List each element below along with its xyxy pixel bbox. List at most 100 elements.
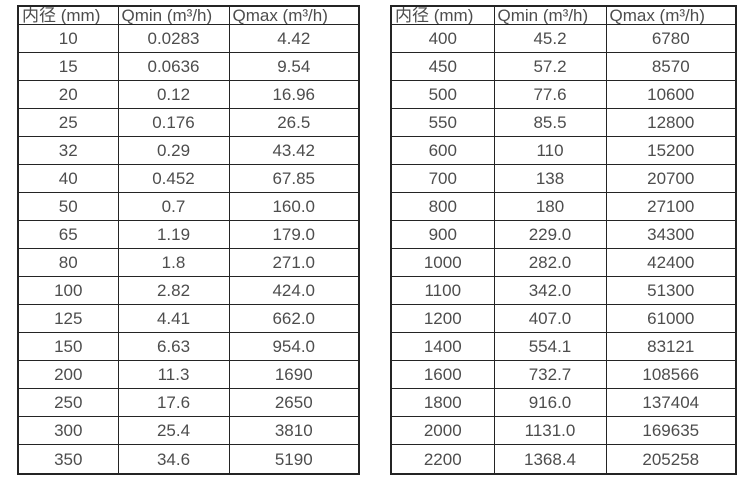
table-cell: 1690 — [228, 360, 360, 390]
table-row: 10 0.0283 4.42 — [17, 23, 360, 54]
table-cell: 205258 — [605, 444, 737, 475]
table-cell: 160.0 — [228, 192, 360, 222]
table-cell: 0.176 — [117, 108, 230, 138]
table-cell: 138 — [493, 164, 607, 194]
table-cell: 916.0 — [493, 388, 607, 418]
table-row: 1600 732.7 108566 — [390, 360, 737, 390]
table-cell: 250 — [17, 388, 119, 418]
table-cell: 15200 — [605, 136, 737, 166]
table-cell: 662.0 — [228, 304, 360, 334]
table-row: 250 17.6 2650 — [17, 388, 360, 418]
table-row: 600 110 15200 — [390, 136, 737, 166]
table-cell: 900 — [390, 220, 495, 250]
table-cell: 3810 — [228, 416, 360, 446]
table-row: 1100 342.0 51300 — [390, 276, 737, 306]
table-cell: 20700 — [605, 164, 737, 194]
table-cell: 180 — [493, 192, 607, 222]
table-cell: 2200 — [390, 444, 495, 475]
table-row: 40 0.452 67.85 — [17, 164, 360, 194]
table-cell: 42400 — [605, 248, 737, 278]
table-cell: 100 — [17, 276, 119, 306]
table-cell: 77.6 — [493, 80, 607, 110]
table-row: 25 0.176 26.5 — [17, 108, 360, 138]
table-cell: 169635 — [605, 416, 737, 446]
column-header: 内径 (mm) — [390, 5, 495, 25]
table-cell: 0.12 — [117, 80, 230, 110]
column-header: 内径 (mm) — [17, 5, 119, 25]
table-row: 450 57.2 8570 — [390, 52, 737, 82]
table-cell: 0.452 — [117, 164, 230, 194]
table-cell: 15 — [17, 52, 119, 82]
table-cell: 1600 — [390, 360, 495, 390]
table-cell: 80 — [17, 248, 119, 278]
table-cell: 11.3 — [117, 360, 230, 390]
table-row: 65 1.19 179.0 — [17, 220, 360, 250]
table-cell: 350 — [17, 444, 119, 475]
table-cell: 25.4 — [117, 416, 230, 446]
header-row: 内径 (mm) Qmin (m³/h) Qmax (m³/h) — [17, 5, 360, 25]
table-cell: 407.0 — [493, 304, 607, 334]
table-cell: 271.0 — [228, 248, 360, 278]
table-cell: 125 — [17, 304, 119, 334]
tables-row: 内径 (mm) Qmin (m³/h) Qmax (m³/h) 10 0.0283 4.4… — [17, 5, 737, 475]
table-cell: 12800 — [605, 108, 737, 138]
table-row: 50 0.7 160.0 — [17, 192, 360, 222]
table-cell: 229.0 — [493, 220, 607, 250]
table-cell: 9.54 — [228, 52, 360, 82]
table-row: 125 4.41 662.0 — [17, 304, 360, 334]
table-cell: 67.85 — [228, 164, 360, 194]
table-cell: 732.7 — [493, 360, 607, 390]
table-cell: 424.0 — [228, 276, 360, 306]
table-cell: 1.19 — [117, 220, 230, 250]
table-cell: 4.41 — [117, 304, 230, 334]
table-cell: 1.8 — [117, 248, 230, 278]
table-cell: 1368.4 — [493, 444, 607, 475]
table-cell: 27100 — [605, 192, 737, 222]
table-cell: 45.2 — [493, 23, 607, 54]
table-cell: 50 — [17, 192, 119, 222]
table-cell: 0.0636 — [117, 52, 230, 82]
table-cell: 500 — [390, 80, 495, 110]
flow-rate-table-right: 内径 (mm) Qmin (m³/h) Qmax (m³/h) 400 45.2 6780… — [390, 5, 737, 475]
table-cell: 6.63 — [117, 332, 230, 362]
table-row: 1800 916.0 137404 — [390, 388, 737, 418]
flow-rate-table-left: 内径 (mm) Qmin (m³/h) Qmax (m³/h) 10 0.0283 4.4… — [17, 5, 360, 475]
column-header: Qmin (m³/h) — [117, 5, 230, 25]
table-cell: 57.2 — [493, 52, 607, 82]
table-cell: 20 — [17, 80, 119, 110]
table-row: 350 34.6 5190 — [17, 444, 360, 475]
table-cell: 61000 — [605, 304, 737, 334]
table-cell: 26.5 — [228, 108, 360, 138]
table-cell: 0.7 — [117, 192, 230, 222]
table-cell: 5190 — [228, 444, 360, 475]
table-row: 550 85.5 12800 — [390, 108, 737, 138]
table-cell: 16.96 — [228, 80, 360, 110]
table-cell: 2.82 — [117, 276, 230, 306]
table-cell: 65 — [17, 220, 119, 250]
table-cell: 108566 — [605, 360, 737, 390]
table-cell: 17.6 — [117, 388, 230, 418]
table-row: 80 1.8 271.0 — [17, 248, 360, 278]
table-row: 1400 554.1 83121 — [390, 332, 737, 362]
table-cell: 4.42 — [228, 23, 360, 54]
table-cell: 554.1 — [493, 332, 607, 362]
table-cell: 83121 — [605, 332, 737, 362]
table-cell: 51300 — [605, 276, 737, 306]
table-cell: 1131.0 — [493, 416, 607, 446]
table-row: 150 6.63 954.0 — [17, 332, 360, 362]
table-cell: 282.0 — [493, 248, 607, 278]
table-row: 500 77.6 10600 — [390, 80, 737, 110]
table-cell: 700 — [390, 164, 495, 194]
table-cell: 954.0 — [228, 332, 360, 362]
table-row: 300 25.4 3810 — [17, 416, 360, 446]
table-cell: 34.6 — [117, 444, 230, 475]
table-cell: 550 — [390, 108, 495, 138]
table-row: 1000 282.0 42400 — [390, 248, 737, 278]
table-cell: 85.5 — [493, 108, 607, 138]
table-cell: 800 — [390, 192, 495, 222]
table-cell: 600 — [390, 136, 495, 166]
column-header: Qmax (m³/h) — [228, 5, 360, 25]
table-cell: 179.0 — [228, 220, 360, 250]
table-row: 200 11.3 1690 — [17, 360, 360, 390]
